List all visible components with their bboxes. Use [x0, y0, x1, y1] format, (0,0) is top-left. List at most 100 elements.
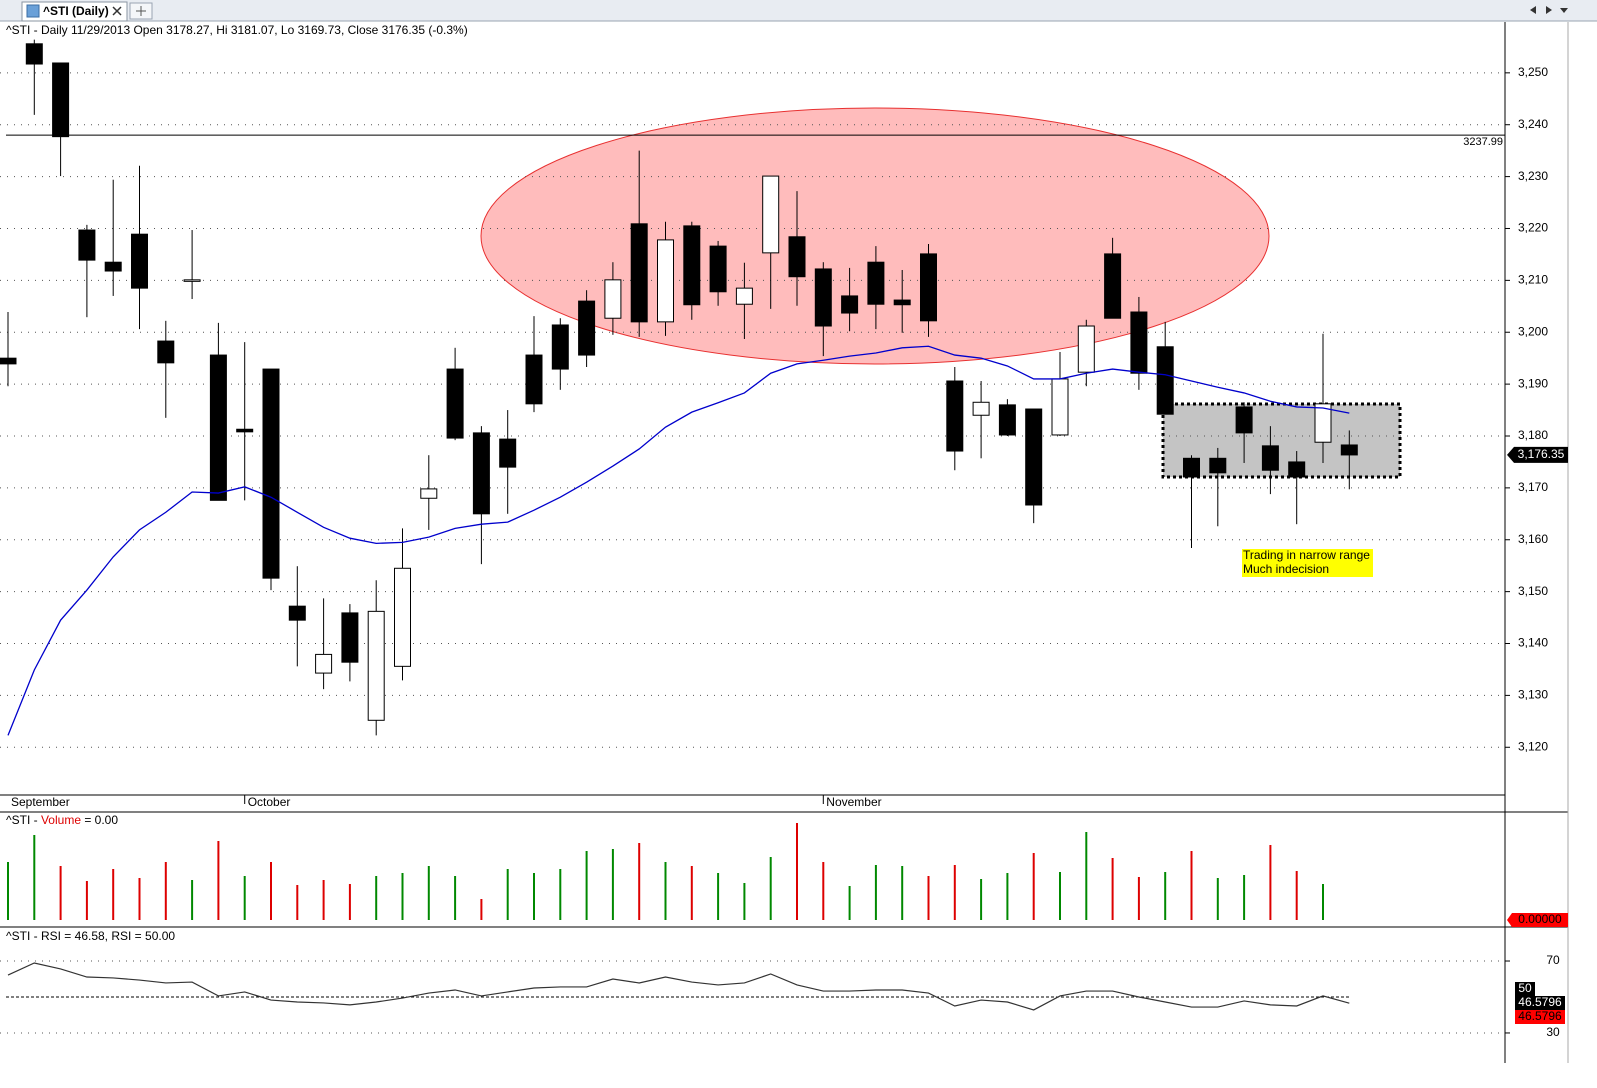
rsi-title: ^STI - RSI = 46.58, RSI = 50.00 — [6, 929, 175, 943]
y-tick-label: 3,220 — [1518, 221, 1548, 235]
scroll-right[interactable] — [1546, 6, 1552, 14]
y-tick-label: 3,240 — [1518, 117, 1548, 131]
candle-body — [867, 261, 885, 305]
candle-body — [604, 279, 622, 319]
candle-body — [709, 245, 727, 293]
candle-body — [1130, 311, 1148, 374]
candle-body — [630, 223, 648, 323]
annotation-bg — [1242, 563, 1373, 577]
y-tick-label: 3,210 — [1518, 273, 1548, 287]
y-tick-label: 3,170 — [1518, 480, 1548, 494]
candle-body — [209, 354, 227, 501]
candle-body — [394, 567, 411, 667]
candle-body — [683, 225, 701, 306]
candle-body — [1183, 457, 1200, 478]
candle-body — [236, 428, 254, 433]
y-tick-label: 3,140 — [1518, 636, 1548, 650]
volume-tag-label: 0.00000 — [1518, 912, 1562, 926]
candle-body — [1261, 445, 1279, 471]
y-tick-label: 3,180 — [1518, 428, 1548, 442]
volume-title-name: Volume — [41, 813, 81, 827]
candle-body — [315, 653, 333, 674]
y-tick-label: 3,120 — [1518, 739, 1548, 753]
y-tick-label: 70 — [1546, 953, 1560, 967]
candle-body — [157, 340, 175, 364]
x-tick-label: September — [11, 795, 70, 809]
y-tick-label: 30 — [1546, 1025, 1560, 1039]
rsi-tag — [1515, 996, 1565, 1010]
candle-body — [1340, 444, 1358, 456]
candle-body — [1025, 408, 1043, 506]
candle-body — [262, 368, 280, 579]
y-tick-label: 3,200 — [1518, 324, 1548, 338]
annotation-text: Trading in narrow range — [1243, 548, 1370, 562]
candle-body — [1104, 253, 1122, 319]
candle-body — [78, 229, 96, 261]
candle-body — [814, 268, 832, 327]
tab-label: ^STI (Daily) — [43, 4, 109, 18]
x-tick-label: October — [248, 795, 291, 809]
annotation-text: Much indecision — [1243, 562, 1329, 576]
candle-body — [788, 236, 806, 278]
candle-body — [578, 300, 596, 356]
price-tag-label: 3,176.35 — [1518, 447, 1565, 461]
volume-title: ^STI - Volume = 0.00 — [6, 813, 118, 827]
rsi-tag-alt-label: 46.5796 — [1518, 1009, 1562, 1023]
candle-body — [367, 610, 385, 721]
volume-title-suffix: = 0.00 — [81, 813, 118, 827]
candle-body — [998, 404, 1016, 436]
new-tab-icon — [136, 6, 146, 16]
candle-body — [104, 261, 122, 272]
candle-body — [25, 43, 43, 65]
scroll-left[interactable] — [1530, 6, 1536, 14]
y-tick-label: 3,190 — [1518, 376, 1548, 390]
candle-body — [1314, 403, 1332, 443]
y-tick-label: 3,250 — [1518, 65, 1548, 79]
moving-average-line — [7, 345, 1350, 736]
candle-body — [499, 438, 517, 468]
tab-menu[interactable] — [1560, 8, 1568, 13]
y-tick-label: 3,230 — [1518, 169, 1548, 183]
candle-body — [288, 605, 306, 621]
candle-body — [446, 368, 464, 439]
candle-body — [946, 380, 964, 452]
tab-icon — [26, 4, 40, 18]
candle-body — [341, 612, 359, 663]
candle-body — [131, 233, 148, 289]
x-tick-label: November — [826, 795, 881, 809]
candle-body — [551, 324, 569, 370]
candle-body — [472, 432, 490, 515]
rsi-tag-alt — [1515, 1010, 1565, 1024]
candle-body — [1235, 406, 1253, 434]
volume-title-prefix: ^STI - — [6, 813, 41, 827]
highlight-ellipse — [480, 107, 1270, 365]
rsi-tag-label: 46.5796 — [1518, 995, 1562, 1009]
candle-body — [841, 295, 859, 314]
candle-body — [1051, 378, 1069, 436]
tab-close[interactable] — [112, 6, 122, 16]
tab-bar — [0, 0, 1597, 21]
annotation-bg — [1242, 549, 1373, 563]
candle-body — [420, 488, 438, 499]
y-tick-label: 3,130 — [1518, 688, 1548, 702]
candle-body — [1156, 346, 1174, 415]
reference-tag-label: 50 — [1518, 981, 1532, 995]
reference-tag — [1515, 982, 1535, 996]
candle-body — [0, 357, 17, 365]
tab[interactable] — [21, 1, 128, 22]
volume-tag — [1507, 913, 1568, 927]
y-tick-label: 3,150 — [1518, 584, 1548, 598]
candle-body — [762, 175, 780, 254]
candle-body — [893, 299, 911, 306]
candle-body — [657, 239, 674, 323]
price-tag — [1507, 446, 1568, 463]
candle-body — [920, 253, 937, 322]
candle-body — [1209, 457, 1227, 474]
y-tick-label: 3,160 — [1518, 532, 1548, 546]
rsi-line — [7, 962, 1350, 1011]
candle-body — [525, 354, 543, 405]
horizontal-line-label: 3237.99 — [1463, 136, 1503, 148]
